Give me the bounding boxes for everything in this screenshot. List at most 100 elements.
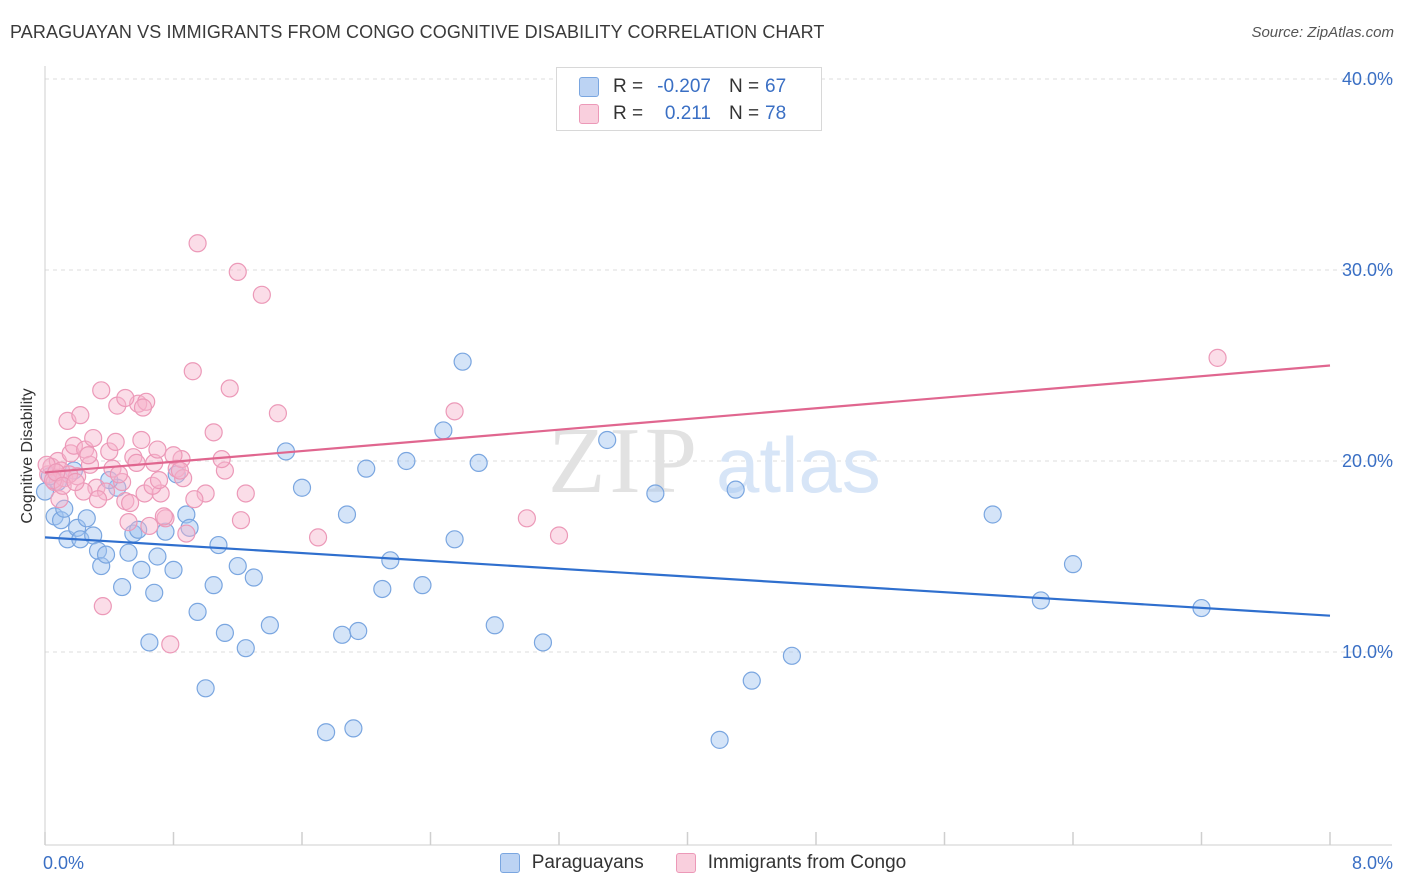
data-point	[84, 428, 103, 448]
data-point	[236, 639, 255, 658]
data-point	[349, 621, 368, 641]
legend-label-paraguayans: Paraguayans	[531, 852, 644, 873]
data-point	[742, 671, 761, 690]
data-point	[106, 432, 125, 451]
data-point	[149, 471, 169, 490]
source-credit: Source: ZipAtlas.com	[1251, 24, 1394, 41]
data-point	[119, 513, 138, 532]
trend-lines	[44, 364, 1331, 617]
data-point	[316, 723, 336, 742]
trend-line-congo	[44, 364, 1331, 474]
data-point	[164, 560, 183, 579]
legend-n-label: N =	[729, 103, 760, 124]
data-point	[244, 568, 263, 587]
data-point	[96, 545, 116, 564]
series-legend: Paraguayans Immigrants from Congo	[0, 852, 1406, 874]
data-point	[252, 285, 271, 304]
data-point	[549, 526, 569, 545]
legend-item-congo[interactable]: Immigrants from Congo	[675, 852, 906, 874]
data-point	[133, 398, 153, 417]
legend-swatch-blue	[579, 77, 599, 97]
trend-line-paraguayans	[44, 536, 1331, 617]
data-point	[170, 461, 190, 480]
data-point	[357, 459, 376, 478]
data-point	[782, 646, 802, 665]
data-point	[177, 505, 196, 524]
data-point	[51, 511, 71, 530]
data-point	[533, 633, 553, 652]
data-point	[598, 430, 617, 450]
data-point	[66, 472, 85, 492]
data-point	[646, 484, 665, 503]
data-point	[154, 507, 173, 526]
data-point	[337, 505, 357, 524]
data-point	[726, 480, 745, 499]
data-point	[397, 451, 416, 471]
data-point	[148, 440, 167, 459]
data-point	[164, 446, 183, 465]
data-point	[71, 406, 90, 425]
data-point	[137, 392, 156, 411]
legend-n-label: N =	[729, 76, 760, 97]
data-point	[185, 490, 204, 509]
data-point	[268, 404, 288, 423]
data-point	[453, 352, 472, 371]
data-point	[292, 478, 312, 497]
data-point	[228, 262, 247, 282]
data-point	[109, 465, 128, 484]
data-point	[220, 379, 239, 398]
data-point	[148, 547, 167, 566]
data-point	[132, 430, 151, 450]
data-point	[55, 499, 74, 518]
data-point	[140, 516, 159, 536]
data-point	[64, 436, 84, 455]
data-point	[204, 423, 223, 442]
watermark-zip: ZIP	[548, 409, 701, 513]
data-point	[93, 597, 112, 616]
data-point	[260, 616, 279, 635]
y-tick-label: 30.0%	[1342, 260, 1393, 280]
data-point	[204, 576, 223, 595]
legend-swatch-blue	[499, 853, 520, 873]
tick-labels: 10.0% 20.0% 30.0% 40.0% 0.0% 8.0%	[43, 69, 1393, 873]
data-point	[196, 484, 215, 503]
data-point	[231, 511, 251, 530]
data-point	[132, 560, 151, 579]
data-point	[710, 730, 729, 749]
data-point	[445, 402, 464, 421]
data-point	[1208, 348, 1227, 367]
x-tick-label: 8.0%	[1352, 853, 1393, 873]
data-point	[119, 543, 138, 562]
data-point	[215, 623, 234, 643]
data-point	[517, 509, 536, 528]
legend-swatch-pink	[579, 104, 599, 124]
gridlines	[45, 78, 1394, 653]
data-point	[1063, 555, 1083, 574]
data-point	[116, 388, 135, 408]
data-point	[140, 633, 159, 652]
data-point	[88, 490, 108, 509]
series-congo	[37, 234, 1227, 654]
data-point	[215, 461, 234, 480]
legend-item-paraguayans[interactable]: Paraguayans	[499, 852, 644, 874]
chart-title: PARAGUAYAN VS IMMIGRANTS FROM CONGO COGN…	[10, 22, 825, 42]
data-point	[161, 635, 180, 654]
data-point	[413, 576, 432, 595]
legend-row-congo: R = 0.211 N = 78	[579, 102, 786, 126]
data-point	[92, 381, 111, 400]
data-point	[188, 602, 207, 621]
data-point	[180, 518, 199, 537]
data-point	[145, 583, 164, 602]
data-point	[183, 362, 202, 381]
data-point	[79, 446, 98, 465]
data-point	[177, 524, 196, 543]
data-point	[112, 577, 132, 597]
watermark: ZIP atlas	[548, 409, 881, 513]
data-point	[236, 484, 255, 503]
data-point	[308, 528, 328, 547]
data-point	[156, 522, 175, 541]
legend-r-label: R =	[613, 76, 644, 97]
data-point	[1031, 591, 1050, 610]
data-point	[983, 505, 1002, 524]
